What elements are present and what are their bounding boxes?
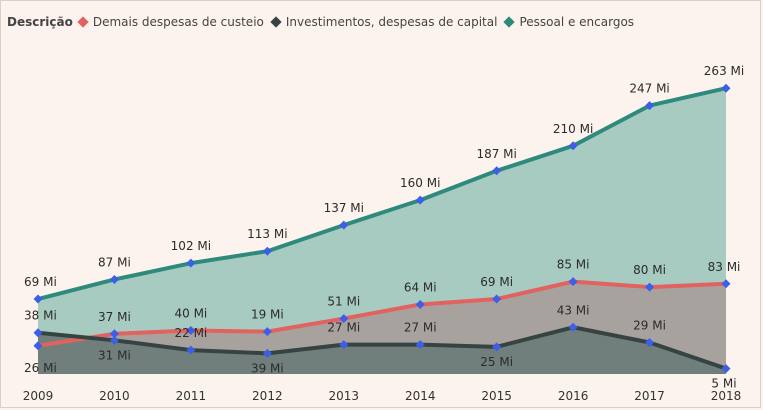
marker-investimentos-2015 <box>492 342 502 352</box>
data-label-investimentos-2016: 43 Mi <box>557 303 590 317</box>
data-label-demais-2010: 37 Mi <box>98 310 131 324</box>
legend-title: Descrição <box>7 15 73 29</box>
marker-demais-2016 <box>568 277 578 287</box>
data-label-investimentos-2014: 27 Mi <box>404 321 437 335</box>
data-label-pessoal-2018: 263 Mi <box>704 64 744 78</box>
marker-pessoal-2017 <box>645 101 655 111</box>
marker-investimentos-2016 <box>568 322 578 332</box>
data-label-investimentos-2013: 27 Mi <box>327 321 360 335</box>
data-label-pessoal-2017: 247 Mi <box>629 82 669 96</box>
legend-item-investimentos[interactable]: Investimentos, despesas de capital <box>270 15 498 29</box>
data-label-investimentos-2012: 39 Mi <box>251 361 284 375</box>
x-tick-2017: 2017 <box>634 389 665 403</box>
data-label-pessoal-2015: 187 Mi <box>476 147 516 161</box>
marker-investimentos-2017 <box>645 337 655 347</box>
legend-label-investimentos: Investimentos, despesas de capital <box>285 15 498 29</box>
marker-demais-2014 <box>415 299 425 309</box>
data-label-pessoal-2010: 87 Mi <box>98 255 131 269</box>
marker-investimentos-2011 <box>186 345 196 355</box>
marker-demais-2012 <box>262 327 272 337</box>
legend-item-pessoal[interactable]: Pessoal e encargos <box>503 15 635 29</box>
data-label-investimentos-2011: 22 Mi <box>174 326 207 340</box>
marker-pessoal-2014 <box>415 195 425 205</box>
series-lines <box>36 86 728 371</box>
data-label-pessoal-2011: 102 Mi <box>171 239 211 253</box>
x-tick-2010: 2010 <box>99 389 130 403</box>
legend-label-demais: Demais despesas de custeio <box>92 15 264 29</box>
x-tick-2012: 2012 <box>252 389 283 403</box>
legend: Descrição Demais despesas de custeio Inv… <box>7 13 642 31</box>
x-tick-2015: 2015 <box>481 389 512 403</box>
data-label-demais-2018: 83 Mi <box>708 260 741 274</box>
data-label-investimentos-2015: 25 Mi <box>480 355 513 369</box>
marker-pessoal-2012 <box>262 246 272 256</box>
marker-investimentos-2013 <box>339 340 349 350</box>
data-label-demais-2009: 26 Mi <box>24 361 57 375</box>
x-tick-2014: 2014 <box>405 389 436 403</box>
data-label-investimentos-2010: 31 Mi <box>98 348 131 362</box>
marker-pessoal-2016 <box>568 141 578 151</box>
data-label-demais-2012: 19 Mi <box>251 308 284 322</box>
x-tick-2016: 2016 <box>558 389 589 403</box>
data-label-demais-2016: 85 Mi <box>557 258 590 272</box>
marker-demais-2015 <box>492 294 502 304</box>
legend-label-pessoal: Pessoal e encargos <box>519 15 635 29</box>
line-investimentos <box>36 325 728 371</box>
marker-demais-2011 <box>186 326 196 336</box>
data-markers <box>33 83 731 374</box>
data-label-investimentos-2017: 29 Mi <box>633 318 666 332</box>
data-label-investimentos-2009: 38 Mi <box>24 309 57 323</box>
marker-demais-2009 <box>33 341 43 351</box>
data-label-pessoal-2012: 113 Mi <box>247 227 287 241</box>
x-tick-2018: 2018 <box>711 389 742 403</box>
data-label-demais-2011: 40 Mi <box>174 307 207 321</box>
line-demais <box>36 279 728 348</box>
marker-pessoal-2010 <box>109 274 119 284</box>
x-axis: 2009 2010 2011 2012 2013 2014 2015 2016 2017 2018 <box>23 389 742 403</box>
marker-investimentos-2012 <box>262 348 272 358</box>
data-label-demais-2013: 51 Mi <box>327 295 360 309</box>
data-label-demais-2015: 69 Mi <box>480 275 513 289</box>
area-investimentos <box>38 327 726 374</box>
data-label-pessoal-2009: 69 Mi <box>24 275 57 289</box>
data-label-demais-2014: 64 Mi <box>404 280 437 294</box>
data-label-pessoal-2016: 210 Mi <box>553 122 593 136</box>
x-tick-2011: 2011 <box>176 389 207 403</box>
data-label-demais-2017: 80 Mi <box>633 263 666 277</box>
marker-pessoal-2011 <box>186 258 196 268</box>
marker-investimentos-2009 <box>33 328 43 338</box>
marker-demais-2017 <box>645 282 655 292</box>
data-label-investimentos-2018: 5 Mi <box>711 377 736 391</box>
line-pessoal <box>36 86 728 302</box>
x-tick-2009: 2009 <box>23 389 54 403</box>
data-label-pessoal-2014: 160 Mi <box>400 176 440 190</box>
marker-demais-2013 <box>339 314 349 324</box>
marker-investimentos-2010 <box>109 335 119 345</box>
marker-pessoal-2018 <box>721 83 731 93</box>
data-label-pessoal-2013: 137 Mi <box>324 201 364 215</box>
x-tick-2013: 2013 <box>329 389 360 403</box>
marker-pessoal-2009 <box>33 294 43 304</box>
marker-investimentos-2014 <box>415 340 425 350</box>
legend-item-demais[interactable]: Demais despesas de custeio <box>77 15 264 29</box>
marker-investimentos-2018 <box>721 364 731 374</box>
marker-demais-2010 <box>109 329 119 339</box>
marker-demais-2018 <box>721 279 731 289</box>
data-labels: 69 Mi 87 Mi 102 Mi 113 Mi 137 Mi 160 Mi 187 Mi… <box>24 64 744 390</box>
marker-pessoal-2013 <box>339 220 349 230</box>
marker-pessoal-2015 <box>492 166 502 176</box>
